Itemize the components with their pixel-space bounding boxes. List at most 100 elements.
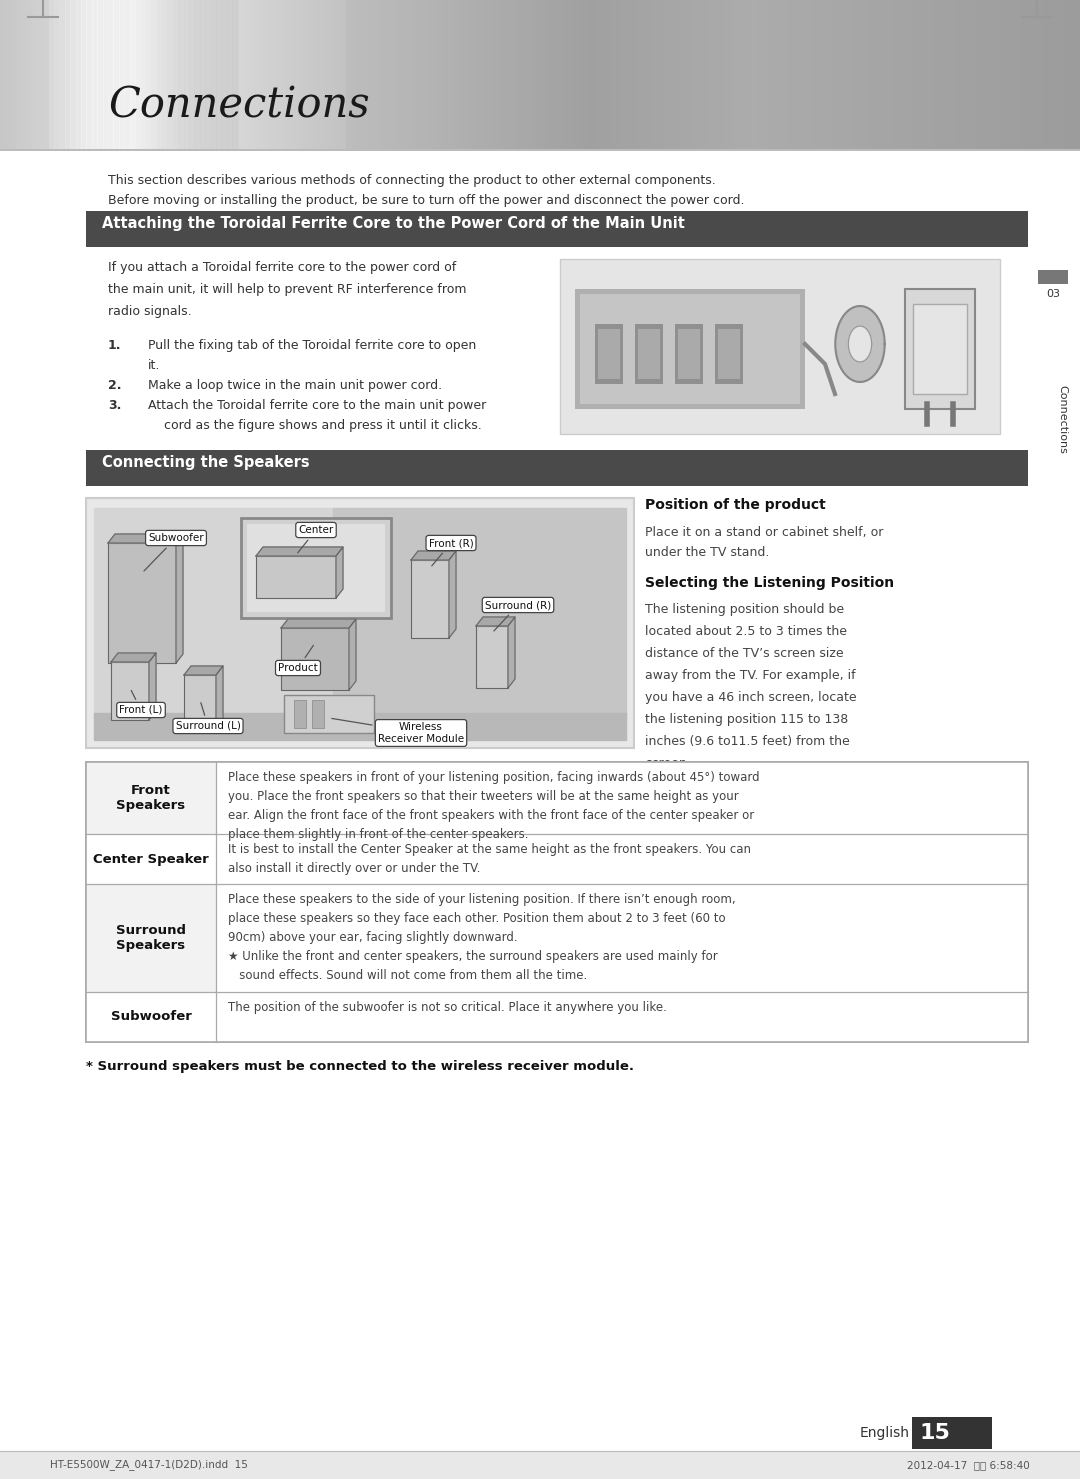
Bar (416, 0, 422, 149)
Bar (256, 556, 336, 598)
Text: under the TV stand.: under the TV stand. (645, 546, 769, 559)
Text: Make a loop twice in the main unit power cord.: Make a loop twice in the main unit power… (148, 379, 442, 392)
Bar (1064, 0, 1070, 149)
Bar (918, 0, 924, 149)
Bar (294, 700, 306, 728)
Bar (335, 0, 341, 149)
Bar (999, 0, 1005, 149)
Bar (783, 0, 789, 149)
Bar (108, 543, 176, 663)
Bar (632, 0, 638, 149)
Bar (86, 762, 1028, 1043)
Bar (394, 0, 401, 149)
Bar (0, 1451, 1080, 1479)
Bar (643, 0, 649, 149)
Bar (837, 0, 843, 149)
Bar (578, 0, 584, 149)
Bar (319, 0, 325, 149)
Bar (119, 0, 125, 149)
Bar (97, 0, 104, 149)
Bar (86, 498, 634, 748)
Bar (146, 0, 152, 149)
Bar (664, 0, 671, 149)
Bar (432, 0, 438, 149)
Text: 03: 03 (1047, 288, 1059, 299)
Bar (373, 0, 379, 149)
Bar (1010, 0, 1016, 149)
Bar (950, 0, 957, 149)
Bar (599, 0, 606, 149)
Bar (162, 0, 168, 149)
Bar (821, 0, 827, 149)
Bar (410, 0, 417, 149)
Bar (146, 0, 152, 149)
Text: Attach the Toroidal ferrite core to the main unit power: Attach the Toroidal ferrite core to the … (148, 399, 486, 413)
Text: Surround
Speakers: Surround Speakers (116, 924, 186, 952)
Bar (659, 0, 665, 149)
Polygon shape (349, 620, 356, 691)
Bar (86, 884, 216, 992)
Bar (562, 0, 568, 149)
Polygon shape (281, 620, 356, 629)
Polygon shape (336, 547, 343, 598)
Bar (702, 0, 708, 149)
Bar (580, 294, 800, 404)
Bar (292, 0, 298, 149)
Bar (454, 0, 460, 149)
Bar (686, 0, 692, 149)
Bar (561, 259, 1000, 433)
Bar (1004, 0, 1011, 149)
Bar (508, 0, 514, 149)
Bar (200, 0, 206, 149)
Bar (635, 324, 663, 385)
Bar (529, 0, 536, 149)
Bar (464, 0, 471, 149)
Bar (459, 0, 465, 149)
Bar (794, 0, 800, 149)
Bar (724, 0, 730, 149)
Text: ear. Align the front face of the front speakers with the front face of the cente: ear. Align the front face of the front s… (228, 809, 754, 822)
Bar (670, 0, 676, 149)
Bar (788, 0, 795, 149)
Text: place these speakers so they face each other. Position them about 2 to 3 feet (6: place these speakers so they face each o… (228, 913, 726, 924)
Bar (308, 0, 314, 149)
Bar (707, 0, 714, 149)
Bar (481, 0, 487, 149)
Bar (367, 0, 374, 149)
Bar (140, 0, 147, 149)
Bar (437, 0, 444, 149)
Bar (678, 328, 700, 379)
Bar (421, 0, 428, 149)
Bar (81, 0, 87, 149)
Text: Surround (L): Surround (L) (176, 703, 241, 731)
Text: also install it directly over or under the TV.: also install it directly over or under t… (228, 862, 481, 876)
Bar (178, 0, 185, 149)
Text: Connections: Connections (108, 84, 369, 126)
Bar (972, 0, 978, 149)
Bar (616, 0, 622, 149)
Bar (940, 0, 946, 149)
Bar (718, 0, 725, 149)
Bar (194, 0, 201, 149)
Bar (637, 0, 644, 149)
Bar (411, 561, 449, 637)
Text: Selecting the Listening Position: Selecting the Listening Position (645, 575, 894, 590)
Text: HT-E5500W_ZA_0417-1(D2D).indd  15: HT-E5500W_ZA_0417-1(D2D).indd 15 (50, 1460, 248, 1470)
Bar (729, 0, 735, 149)
Bar (595, 324, 623, 385)
Bar (49, 0, 55, 149)
Polygon shape (184, 666, 222, 674)
Bar (589, 0, 595, 149)
Text: distance of the TV’s screen size: distance of the TV’s screen size (645, 646, 843, 660)
Bar (427, 0, 433, 149)
Text: Before moving or installing the product, be sure to turn off the power and disco: Before moving or installing the product,… (108, 194, 744, 207)
Bar (626, 0, 633, 149)
Polygon shape (216, 666, 222, 731)
Text: place them slightly in front of the center speakers.: place them slightly in front of the cent… (228, 828, 528, 842)
Bar (54, 0, 60, 149)
Text: English: English (860, 1426, 910, 1441)
Bar (247, 524, 384, 612)
Bar (886, 0, 892, 149)
Bar (86, 211, 1028, 247)
Bar (1031, 0, 1038, 149)
